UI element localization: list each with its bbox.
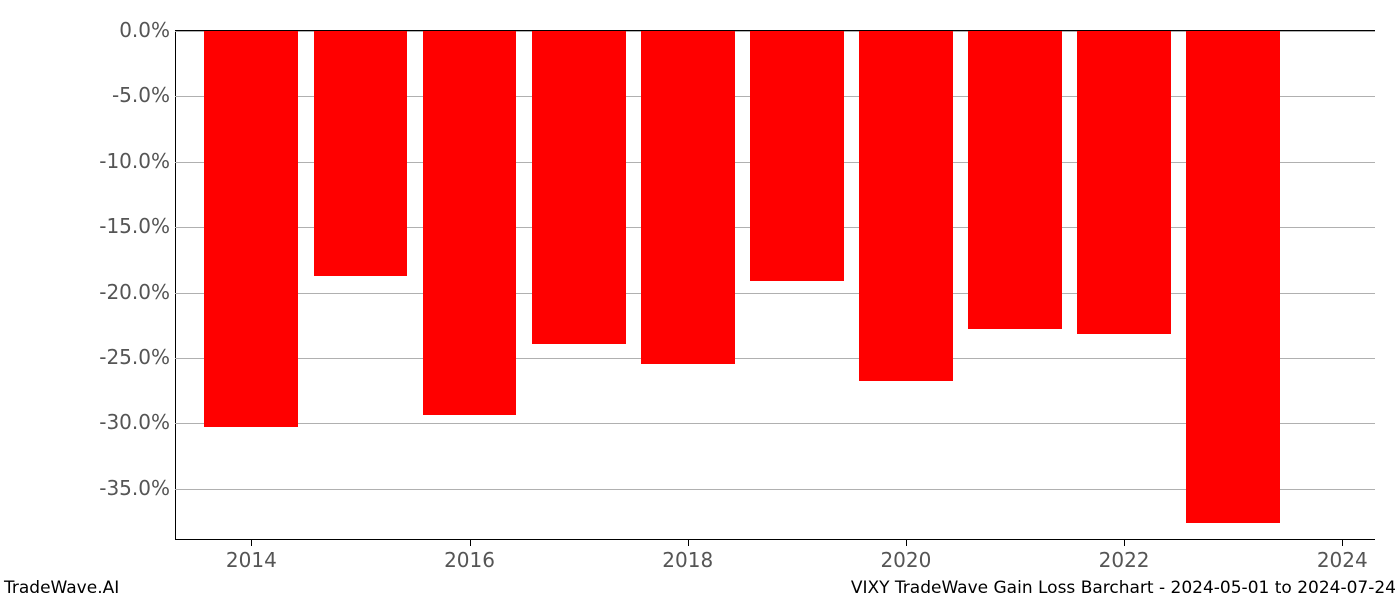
y-axis-spine <box>175 31 176 540</box>
y-tick-label: -30.0% <box>99 410 170 434</box>
x-tick-label: 2018 <box>662 548 713 572</box>
x-tick-label: 2022 <box>1099 548 1150 572</box>
x-tick-label: 2014 <box>226 548 277 572</box>
x-tick <box>688 540 689 546</box>
x-tick-label: 2020 <box>880 548 931 572</box>
y-tick-label: -15.0% <box>99 214 170 238</box>
y-tick-label: -10.0% <box>99 149 170 173</box>
bar <box>1077 31 1171 334</box>
x-tick-label: 2024 <box>1317 548 1368 572</box>
x-axis-spine <box>175 539 1375 540</box>
x-tick <box>1124 540 1125 546</box>
y-tick-label: -20.0% <box>99 280 170 304</box>
y-tick-label: 0.0% <box>119 18 170 42</box>
bar <box>532 31 626 344</box>
chart-frame: TradeWave.AI VIXY TradeWave Gain Loss Ba… <box>0 0 1400 600</box>
bar <box>968 31 1062 329</box>
bar <box>314 31 408 276</box>
bar <box>204 31 298 427</box>
x-tick <box>470 540 471 546</box>
x-tick-label: 2016 <box>444 548 495 572</box>
y-tick-label: -25.0% <box>99 345 170 369</box>
bar <box>859 31 953 381</box>
x-tick <box>906 540 907 546</box>
plot-area <box>175 30 1375 540</box>
bar <box>1186 31 1280 523</box>
x-tick <box>251 540 252 546</box>
y-tick-label: -35.0% <box>99 476 170 500</box>
x-tick <box>1342 540 1343 546</box>
bar <box>750 31 844 281</box>
y-tick-label: -5.0% <box>112 83 170 107</box>
footer-caption: VIXY TradeWave Gain Loss Barchart - 2024… <box>851 578 1396 598</box>
bar <box>423 31 517 415</box>
footer-brand: TradeWave.AI <box>4 578 119 598</box>
bar <box>641 31 735 364</box>
